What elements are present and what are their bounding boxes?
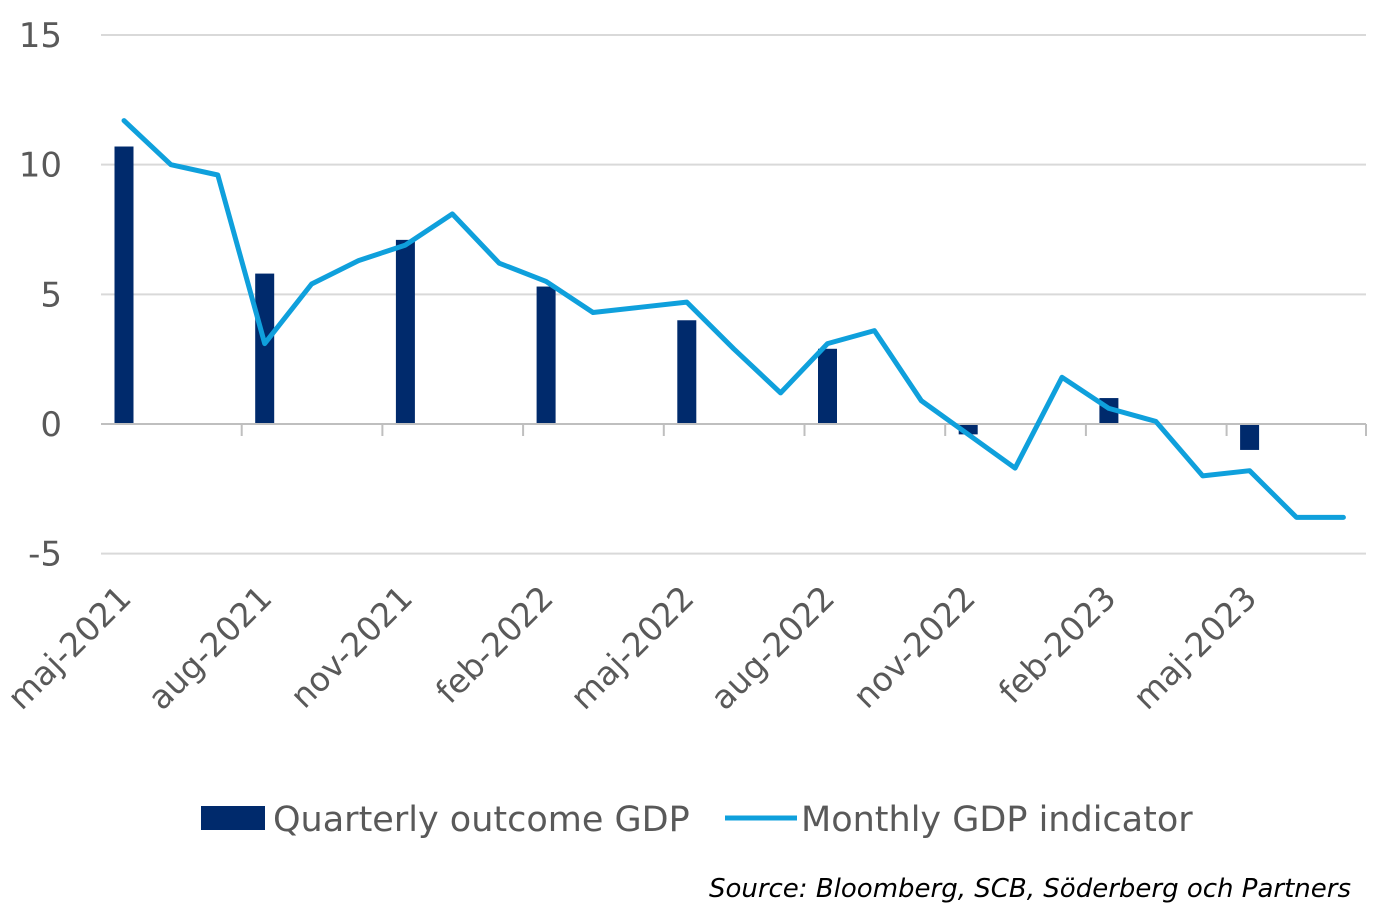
gridlines bbox=[101, 34, 1366, 555]
legend-label-line: Monthly GDP indicator bbox=[801, 800, 1193, 840]
bar bbox=[1240, 424, 1260, 450]
bar-series bbox=[114, 146, 1260, 450]
bar bbox=[536, 286, 556, 424]
y-axis-ticks: 15 10 5 0 -5 bbox=[19, 16, 62, 575]
x-axis-ticks: maj-2021 aug-2021 nov-2021 feb-2022 maj-2022… bbox=[0, 578, 1264, 717]
x-tick-label: feb-2023 bbox=[991, 578, 1124, 711]
bar bbox=[395, 239, 415, 424]
bar bbox=[255, 273, 275, 424]
legend-swatch-bar bbox=[201, 806, 265, 830]
x-tick-label: feb-2022 bbox=[428, 578, 561, 711]
y-tick-label: 0 bbox=[40, 405, 62, 445]
y-tick-label: 5 bbox=[40, 275, 62, 315]
bar bbox=[114, 146, 134, 424]
bar bbox=[818, 348, 837, 424]
y-tick-label: -5 bbox=[28, 535, 62, 575]
legend: Quarterly outcome GDP Monthly GDP indica… bbox=[201, 800, 1193, 840]
line-path bbox=[121, 118, 1346, 520]
x-tick-label: nov-2021 bbox=[282, 578, 420, 716]
x-tick-label: aug-2022 bbox=[703, 578, 842, 717]
x-tick-label: aug-2021 bbox=[140, 578, 279, 717]
x-tick-label: nov-2022 bbox=[845, 578, 983, 716]
bar bbox=[677, 320, 697, 424]
line-series bbox=[121, 118, 1346, 520]
x-tick-label: maj-2022 bbox=[563, 578, 702, 717]
y-tick-label: 10 bbox=[19, 146, 62, 186]
x-tick-label: maj-2021 bbox=[0, 578, 139, 717]
x-tick-label: maj-2023 bbox=[1125, 578, 1264, 717]
y-tick-label: 15 bbox=[19, 16, 62, 56]
x-axis-tick-marks bbox=[240, 424, 1367, 436]
bar bbox=[958, 424, 978, 435]
source-note: Source: Bloomberg, SCB, Söderberg och Pa… bbox=[708, 874, 1351, 904]
legend-label-bar: Quarterly outcome GDP bbox=[273, 800, 690, 840]
